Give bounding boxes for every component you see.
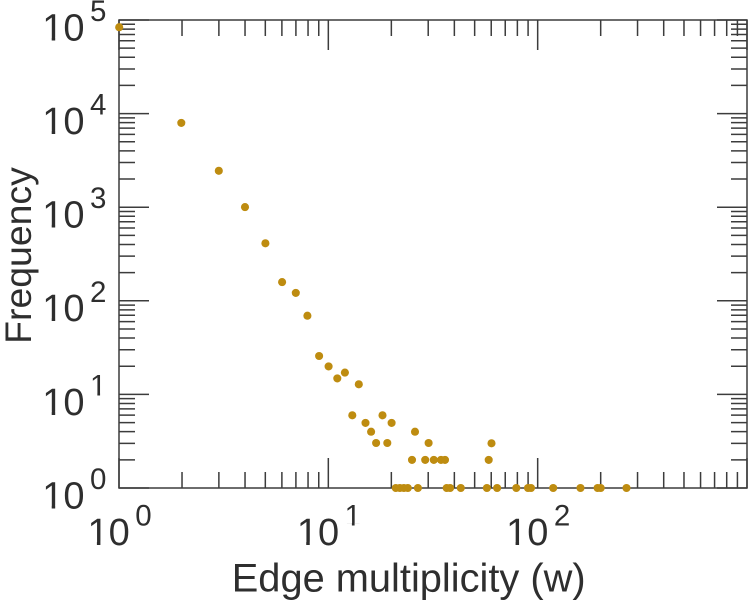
svg-text:4: 4 <box>90 89 106 122</box>
svg-text:Edge multiplicity (w): Edge multiplicity (w) <box>232 556 586 600</box>
svg-text:2: 2 <box>554 500 570 533</box>
svg-text:10: 10 <box>42 382 84 424</box>
svg-text:0: 0 <box>135 500 151 533</box>
svg-text:10: 10 <box>506 512 548 554</box>
svg-text:5: 5 <box>90 0 106 28</box>
svg-text:10: 10 <box>42 195 84 237</box>
svg-text:3: 3 <box>90 182 106 215</box>
svg-text:10: 10 <box>88 512 130 554</box>
svg-text:2: 2 <box>90 276 106 309</box>
svg-text:10: 10 <box>42 101 84 143</box>
svg-text:10: 10 <box>42 288 84 330</box>
svg-text:10: 10 <box>42 475 84 517</box>
svg-text:1: 1 <box>90 369 106 402</box>
svg-text:0: 0 <box>90 463 106 496</box>
svg-text:10: 10 <box>297 512 339 554</box>
svg-text:1: 1 <box>345 500 361 533</box>
svg-text:Frequency: Frequency <box>0 167 39 344</box>
svg-text:10: 10 <box>42 7 84 49</box>
